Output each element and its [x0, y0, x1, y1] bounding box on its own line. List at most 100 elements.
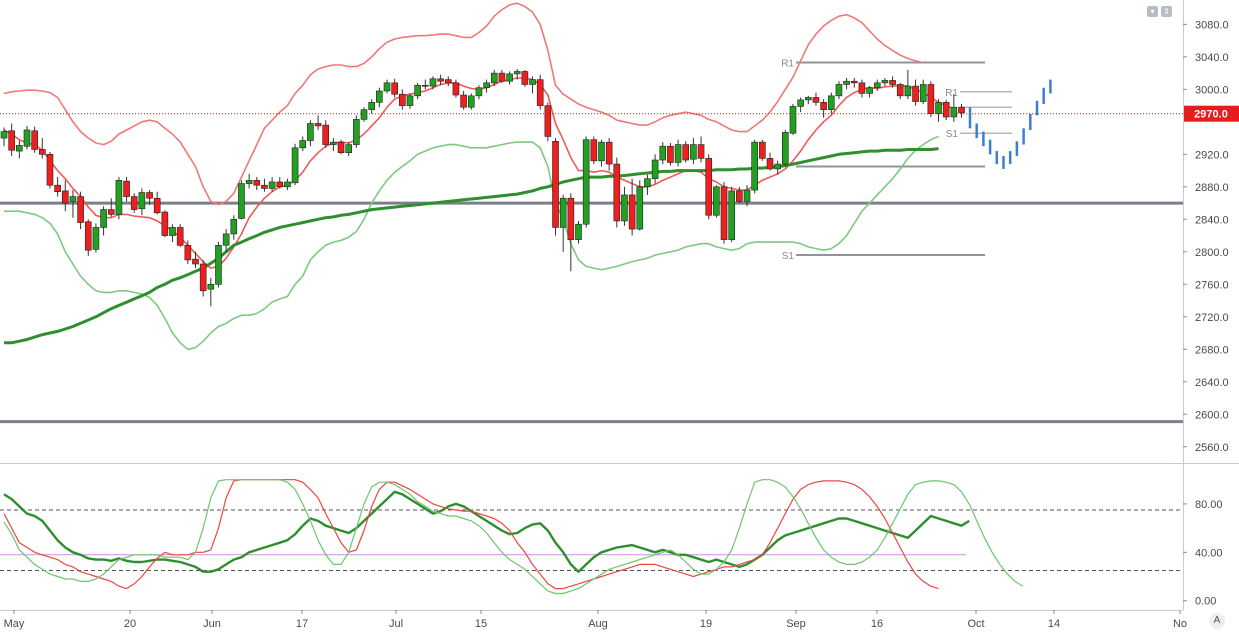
candle	[77, 196, 84, 223]
time-tick-label: May	[4, 618, 25, 630]
time-tick-label: 17	[296, 618, 308, 630]
indicator-line	[3, 77, 955, 269]
time-tick-label: No	[1173, 618, 1187, 630]
price-tick-label: 2760.0	[1195, 279, 1229, 291]
candle	[368, 102, 375, 110]
candle	[644, 178, 651, 188]
candle	[391, 82, 398, 95]
candle	[873, 82, 881, 89]
candle	[383, 82, 391, 92]
candle	[222, 233, 230, 246]
candle	[613, 163, 621, 222]
time-tick-label: Oct	[967, 618, 984, 630]
pivot-label: R1	[945, 88, 958, 99]
candle	[330, 141, 337, 145]
candle	[169, 227, 176, 236]
candle	[667, 145, 674, 163]
candle	[376, 90, 383, 103]
candle	[536, 79, 544, 106]
candle	[199, 263, 207, 292]
candle	[353, 119, 360, 145]
candle	[0, 131, 8, 139]
price-tick-label: 2560.0	[1195, 442, 1229, 454]
indicator-line	[3, 2, 924, 206]
candle	[759, 141, 766, 159]
candle	[31, 130, 38, 150]
candle	[942, 102, 950, 118]
price-tick-label: 3080.0	[1195, 19, 1229, 31]
candle	[621, 194, 628, 222]
candle	[713, 186, 720, 216]
candle	[628, 194, 636, 230]
candle	[605, 141, 613, 165]
candle	[513, 71, 521, 75]
candle	[54, 184, 61, 192]
candle	[245, 180, 253, 184]
candle	[115, 180, 123, 215]
candle	[268, 181, 276, 189]
candle	[38, 149, 46, 155]
candle	[582, 139, 590, 225]
price-tick-label: 2840.0	[1195, 214, 1229, 226]
candle	[774, 163, 781, 170]
candle	[728, 190, 736, 240]
candle	[467, 95, 475, 108]
candle	[690, 144, 697, 160]
candle	[16, 145, 23, 152]
candle	[789, 106, 797, 134]
candle	[958, 106, 965, 114]
candle	[904, 85, 912, 97]
oscillator-line	[3, 490, 970, 573]
candle	[414, 84, 421, 97]
candle	[889, 80, 896, 85]
time-tick-label: 14	[1048, 618, 1060, 630]
candle	[69, 196, 77, 202]
candle	[529, 79, 536, 85]
candle	[184, 245, 192, 261]
candle	[736, 190, 743, 202]
auto-scale-button[interactable]: A	[1209, 613, 1225, 629]
candle	[812, 97, 820, 103]
candle	[751, 141, 758, 191]
candle	[322, 124, 330, 145]
candle	[896, 84, 904, 97]
candle	[92, 227, 100, 250]
candle	[705, 158, 713, 216]
candle	[261, 184, 268, 189]
candle	[567, 197, 575, 240]
time-tick-label: Jul	[389, 618, 403, 630]
time-tick-label: Jun	[203, 618, 221, 630]
candle	[498, 72, 506, 82]
candle	[123, 180, 130, 197]
scale-toggle-button[interactable]: ⇕	[1161, 6, 1172, 17]
price-tick-label: 2880.0	[1195, 182, 1229, 194]
oscillator-line	[3, 479, 939, 590]
candle	[146, 192, 153, 199]
candle	[490, 72, 498, 84]
candle	[544, 105, 552, 137]
time-tick-label: Aug	[588, 618, 608, 630]
price-tick-label: 3000.0	[1195, 84, 1229, 96]
candle	[138, 192, 146, 210]
candle	[284, 181, 291, 188]
candle	[475, 87, 483, 97]
candle	[575, 223, 582, 240]
candle	[659, 145, 667, 161]
candle	[429, 78, 437, 87]
time-tick-label: 20	[124, 618, 136, 630]
candle	[8, 130, 15, 151]
candle	[238, 183, 245, 219]
candle	[483, 82, 490, 89]
candle	[559, 197, 567, 228]
price-tick-label: 2920.0	[1195, 149, 1229, 161]
candle	[835, 84, 843, 97]
candle	[697, 144, 705, 159]
candle	[23, 129, 31, 147]
indicator-line	[4, 147, 939, 345]
scale-down-button[interactable]: ▾	[1147, 6, 1158, 17]
candle	[84, 221, 92, 251]
time-tick-label: 19	[700, 618, 712, 630]
price-tick-label: 2800.0	[1195, 247, 1229, 259]
candle	[207, 283, 215, 290]
candle	[766, 158, 774, 170]
